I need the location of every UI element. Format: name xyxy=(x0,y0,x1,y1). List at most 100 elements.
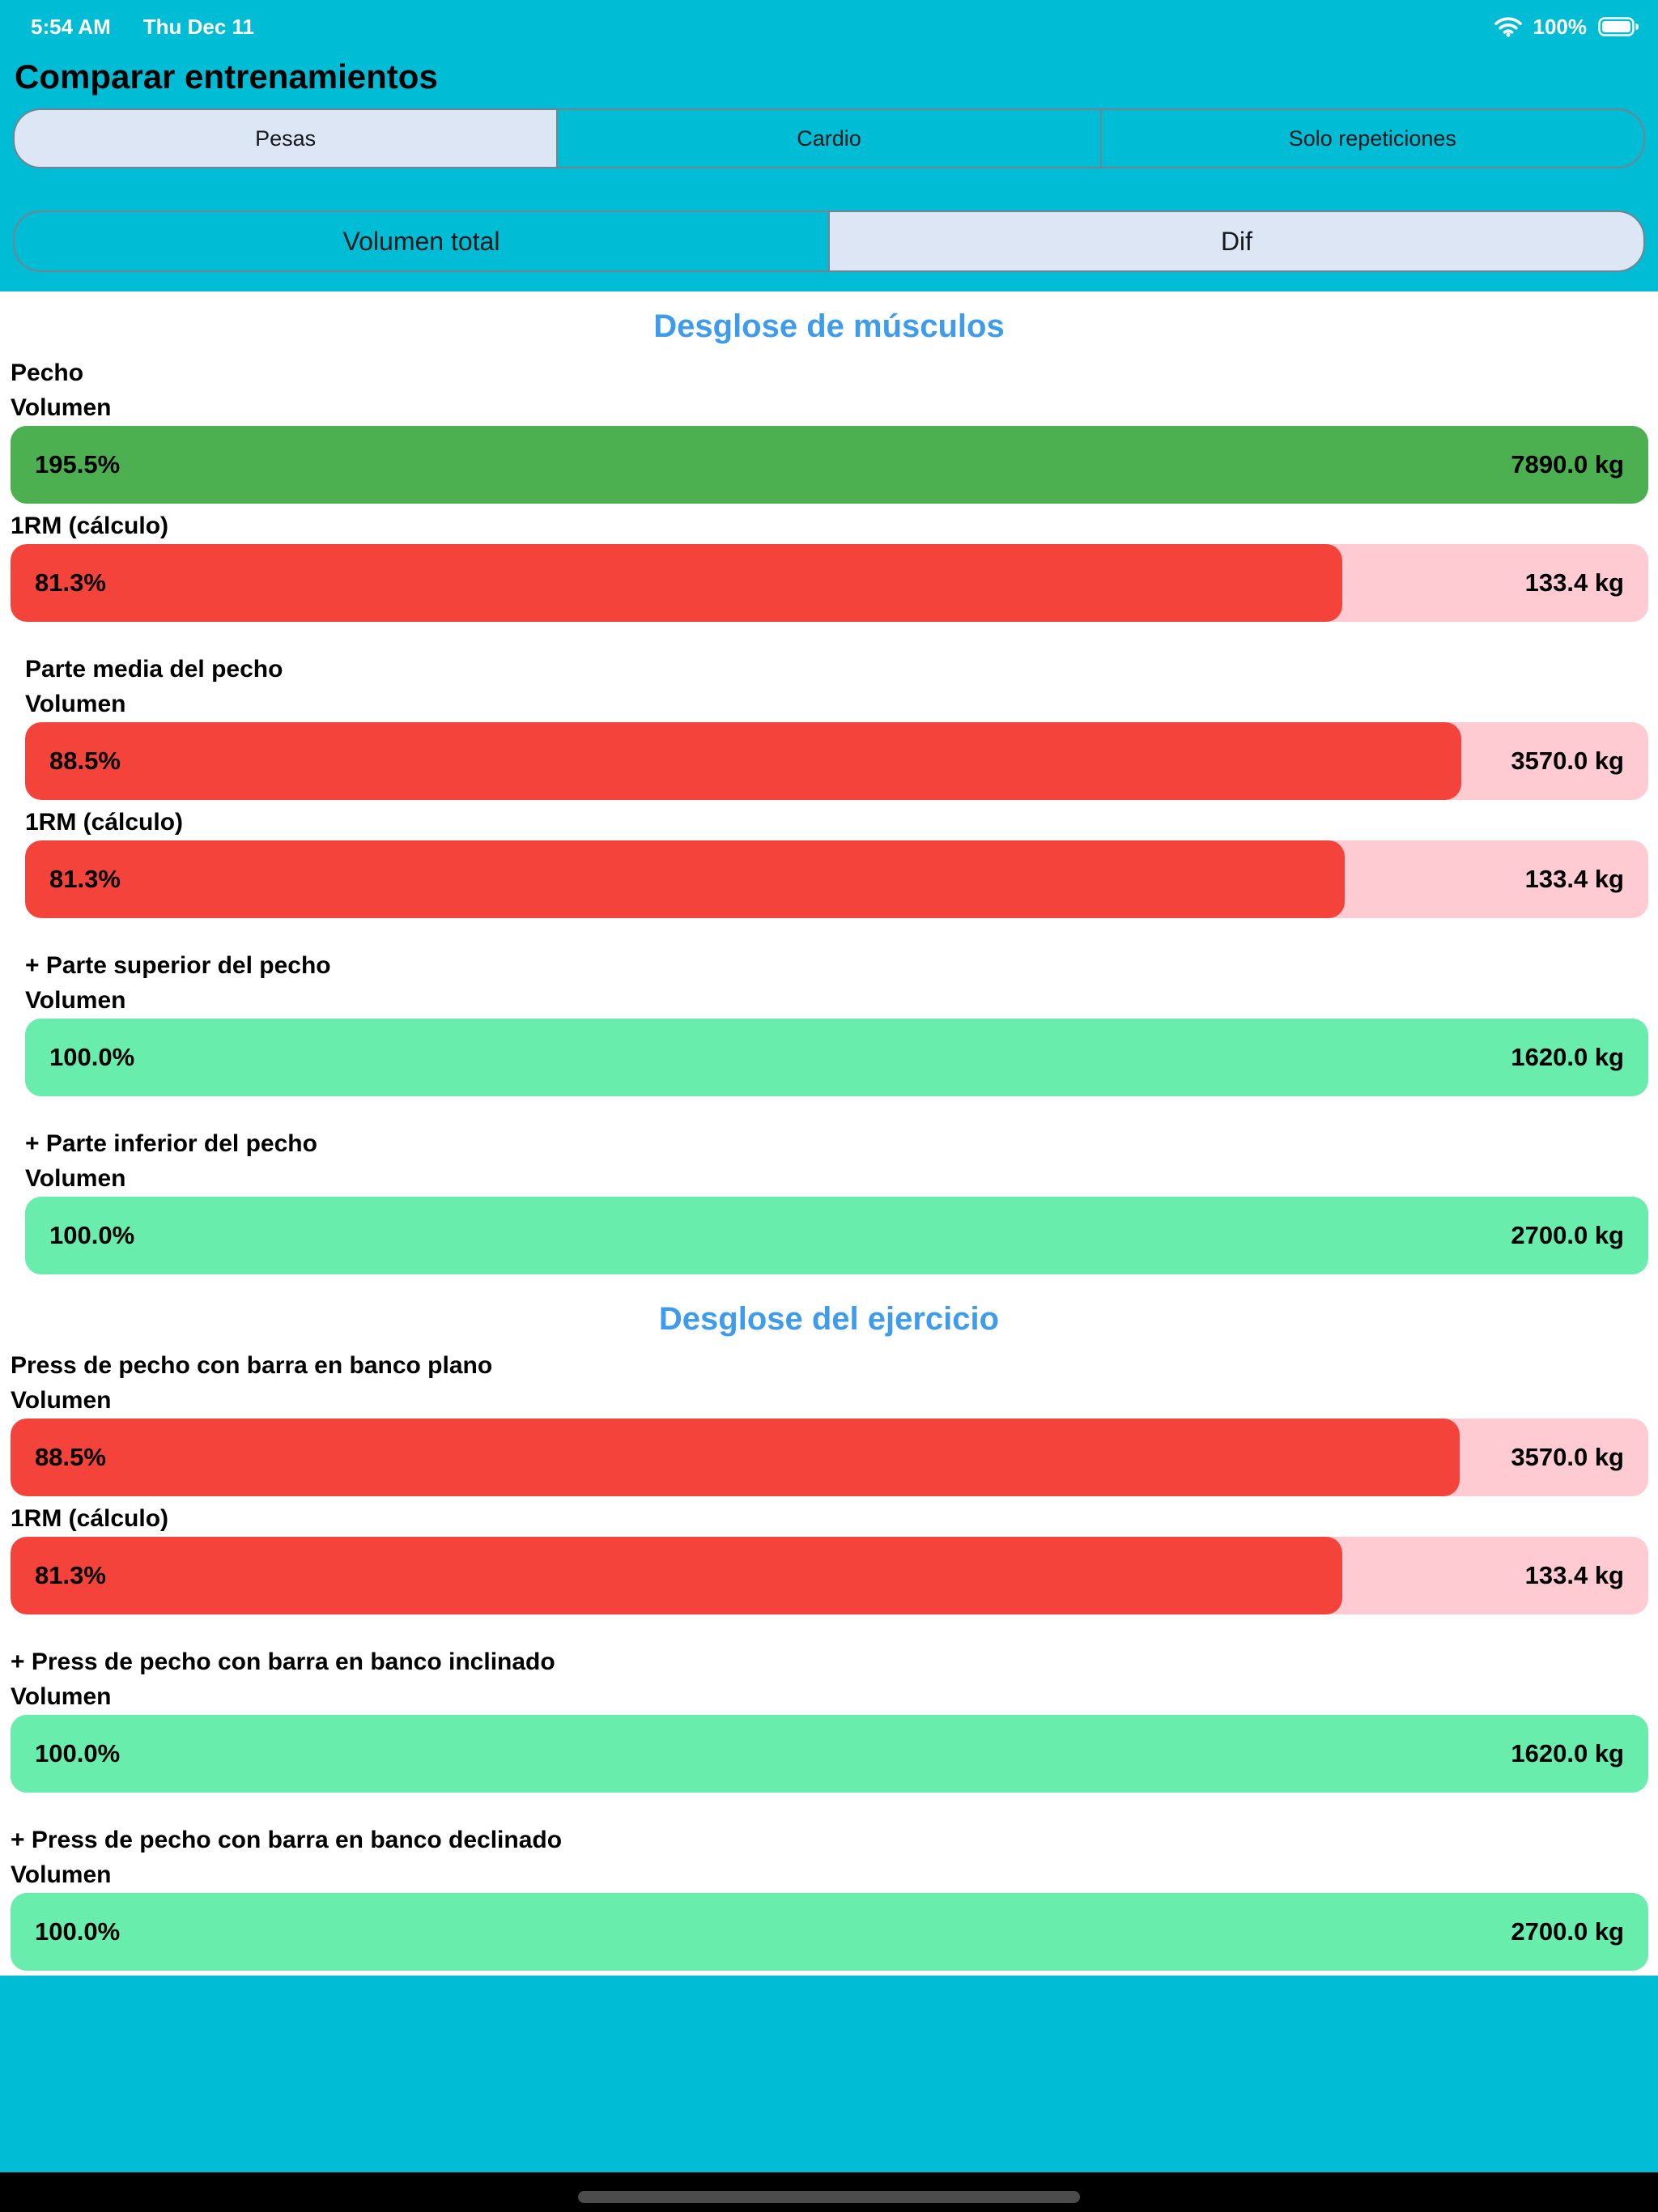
stat-row: Volumen 88.5% 3570.0 kg xyxy=(25,688,1648,800)
stat-bar: 100.0% 1620.0 kg xyxy=(11,1715,1648,1793)
breakdown-item: + Press de pecho con barra en banco incl… xyxy=(11,1645,1648,1793)
bar-percent-label: 81.3% xyxy=(49,865,121,893)
stat-row: Volumen 100.0% 1620.0 kg xyxy=(25,985,1648,1096)
bar-label: 1RM (cálculo) xyxy=(11,513,169,539)
bar-percent-label: 195.5% xyxy=(35,450,121,479)
item-title: Press de pecho con barra en banco plano xyxy=(11,1352,493,1379)
home-indicator-bar xyxy=(0,2172,1658,2212)
segment-volumen-total[interactable]: Volumen total xyxy=(15,212,828,270)
bar-value-label: 1620.0 kg xyxy=(1511,1043,1624,1071)
stat-row: Volumen 100.0% 2700.0 kg xyxy=(11,1859,1648,1971)
stat-bar: 81.3% 133.4 kg xyxy=(11,544,1648,622)
bar-percent-label: 81.3% xyxy=(35,1561,106,1589)
bar-fill xyxy=(11,1893,1648,1971)
item-title: + Parte superior del pecho xyxy=(25,952,331,979)
bar-value-label: 133.4 kg xyxy=(1524,865,1624,893)
page-title: Comparar entrenamientos xyxy=(15,57,438,96)
bar-percent-label: 100.0% xyxy=(35,1739,121,1767)
breakdown-item: Press de pecho con barra en banco plano V… xyxy=(11,1349,1648,1614)
breakdown-item: Pecho Volumen 195.5% 7890.0 kg 1RM (cálculo)… xyxy=(11,356,1648,622)
item-title: + Press de pecho con barra en banco decl… xyxy=(11,1827,563,1853)
section: Desglose de músculos Pecho Volumen 195.5% 78… xyxy=(0,291,1658,1274)
stat-row: Volumen 100.0% 1620.0 kg xyxy=(11,1681,1648,1793)
bar-label: Volumen xyxy=(25,691,126,717)
bar-label: 1RM (cálculo) xyxy=(25,809,184,836)
status-time: 5:54 AM xyxy=(31,14,111,39)
bar-percent-label: 88.5% xyxy=(35,1443,106,1471)
status-right: 100% xyxy=(1494,15,1639,40)
bar-value-label: 1620.0 kg xyxy=(1511,1739,1624,1767)
bar-fill xyxy=(25,840,1346,918)
metric-mode-segmented-control: Volumen total Dif xyxy=(13,211,1645,272)
stat-bar: 88.5% 3570.0 kg xyxy=(25,722,1648,800)
stat-row: Volumen 195.5% 7890.0 kg xyxy=(11,392,1648,504)
wifi-icon xyxy=(1494,17,1522,37)
status-left: 5:54 AM Thu Dec 11 xyxy=(31,15,254,40)
item-title: Pecho xyxy=(11,359,84,386)
segment-label: Solo repeticiones xyxy=(1288,125,1456,151)
breakdown-item: + Parte superior del pecho Volumen 100.0% 1… xyxy=(25,949,1648,1096)
bar-fill xyxy=(11,1419,1460,1496)
item-title: Parte media del pecho xyxy=(25,656,283,683)
bar-label: 1RM (cálculo) xyxy=(11,1505,169,1532)
bar-value-label: 133.4 kg xyxy=(1524,1561,1624,1589)
segment-pesas[interactable]: Pesas xyxy=(15,110,557,167)
bar-label: Volumen xyxy=(25,1165,126,1192)
segment-label: Volumen total xyxy=(342,226,500,256)
stat-bar: 81.3% 133.4 kg xyxy=(11,1537,1648,1614)
stat-bar: 100.0% 1620.0 kg xyxy=(25,1019,1648,1096)
bar-value-label: 3570.0 kg xyxy=(1511,1443,1624,1471)
bar-fill xyxy=(25,1197,1648,1274)
breakdown-item: + Parte inferior del pecho Volumen 100.0% 2… xyxy=(25,1127,1648,1274)
bar-value-label: 2700.0 kg xyxy=(1511,1917,1624,1946)
stat-row: 1RM (cálculo) 81.3% 133.4 kg xyxy=(11,1503,1648,1614)
section-heading: Desglose del ejercicio xyxy=(658,1301,1000,1337)
bar-percent-label: 81.3% xyxy=(35,568,106,597)
bar-fill xyxy=(11,1537,1342,1614)
breakdown-item: Parte media del pecho Volumen 88.5% 3570.0 … xyxy=(25,653,1648,918)
bar-fill xyxy=(25,722,1462,800)
bar-label: Volumen xyxy=(11,1683,112,1710)
segment-label: Pesas xyxy=(255,125,317,151)
bar-fill xyxy=(11,544,1342,622)
stat-row: Volumen 88.5% 3570.0 kg xyxy=(11,1385,1648,1496)
bar-value-label: 2700.0 kg xyxy=(1511,1221,1624,1249)
battery-full-icon xyxy=(1598,17,1639,36)
stat-bar: 100.0% 2700.0 kg xyxy=(25,1197,1648,1274)
item-title: + Parte inferior del pecho xyxy=(25,1130,317,1157)
bar-percent-label: 100.0% xyxy=(35,1917,121,1946)
item-title: + Press de pecho con barra en banco incl… xyxy=(11,1648,555,1675)
segment-label: Cardio xyxy=(797,125,861,151)
bar-fill xyxy=(11,1715,1648,1793)
stat-row: Volumen 100.0% 2700.0 kg xyxy=(25,1163,1648,1274)
bar-value-label: 7890.0 kg xyxy=(1511,450,1624,479)
stat-bar: 81.3% 133.4 kg xyxy=(25,840,1648,918)
comparison-content: Desglose de músculos Pecho Volumen 195.5% 78… xyxy=(0,291,1658,1976)
bar-percent-label: 88.5% xyxy=(49,747,121,775)
bar-fill xyxy=(11,426,1648,504)
bar-value-label: 133.4 kg xyxy=(1524,568,1624,597)
home-indicator[interactable] xyxy=(578,2191,1080,2203)
bar-label: Volumen xyxy=(25,987,126,1014)
bar-label: Volumen xyxy=(11,394,112,421)
segment-dif[interactable]: Dif xyxy=(828,212,1643,270)
bar-label: Volumen xyxy=(11,1387,112,1414)
bar-percent-label: 100.0% xyxy=(49,1043,135,1071)
section-heading: Desglose de músculos xyxy=(653,308,1005,344)
segment-solo-repeticiones[interactable]: Solo repeticiones xyxy=(1099,110,1643,167)
status-bar: 5:54 AM Thu Dec 11 100% xyxy=(0,0,1658,45)
stat-row: 1RM (cálculo) 81.3% 133.4 kg xyxy=(25,806,1648,918)
stat-bar: 195.5% 7890.0 kg xyxy=(11,426,1648,504)
segment-label: Dif xyxy=(1220,226,1253,256)
segment-cardio[interactable]: Cardio xyxy=(556,110,1099,167)
workout-type-segmented-control: Pesas Cardio Solo repeticiones xyxy=(13,108,1645,168)
bar-fill xyxy=(25,1019,1648,1096)
bar-value-label: 3570.0 kg xyxy=(1511,747,1624,775)
breakdown-item: + Press de pecho con barra en banco decl… xyxy=(11,1823,1648,1971)
bar-percent-label: 100.0% xyxy=(49,1221,135,1249)
status-date: Thu Dec 11 xyxy=(142,14,255,39)
battery-percent: 100% xyxy=(1533,14,1588,39)
section: Desglose del ejercicio Press de pecho con… xyxy=(0,1274,1658,1971)
stat-bar: 100.0% 2700.0 kg xyxy=(11,1893,1648,1971)
bar-label: Volumen xyxy=(11,1861,112,1888)
